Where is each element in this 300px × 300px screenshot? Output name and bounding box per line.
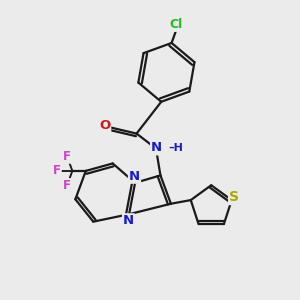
Text: O: O xyxy=(99,119,110,132)
Text: N: N xyxy=(129,170,140,183)
Text: Cl: Cl xyxy=(169,18,183,31)
Text: F: F xyxy=(63,179,71,192)
Text: F: F xyxy=(53,164,61,177)
Text: F: F xyxy=(63,150,71,163)
Text: N: N xyxy=(151,141,162,154)
Text: S: S xyxy=(229,190,239,204)
Text: –H: –H xyxy=(169,143,183,153)
Text: N: N xyxy=(123,214,134,227)
